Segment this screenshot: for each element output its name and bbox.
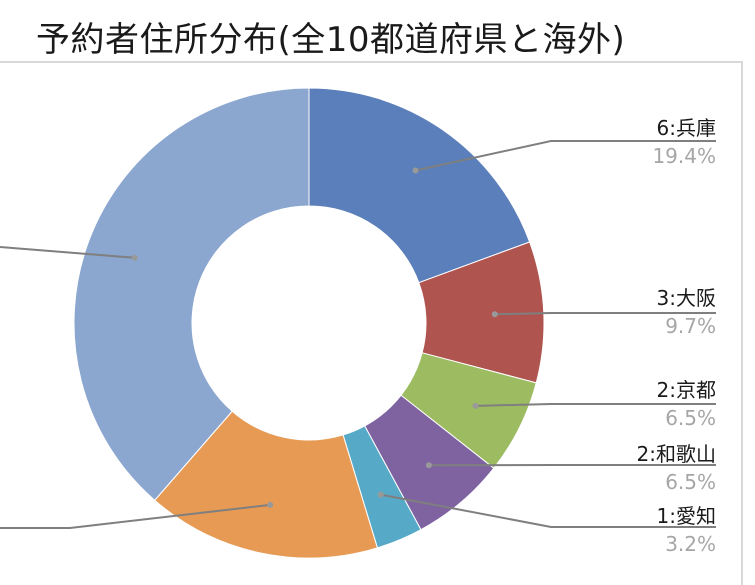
leader-dot-1 — [491, 311, 498, 318]
leader-dot-0 — [412, 167, 419, 174]
donut-slice-5 — [153, 410, 379, 559]
chart-title: 予約者住所分布(全10都道府県と海外) — [36, 20, 626, 60]
leader-dot-5 — [267, 501, 274, 508]
leader-dot-2 — [472, 402, 479, 409]
slice-label-name-2: 2:京都 — [657, 378, 716, 402]
leader-line-6 — [0, 246, 135, 259]
slice-label-name-3: 2:和歌山 — [637, 442, 716, 466]
chart-frame-right — [741, 61, 743, 585]
slice-label-name-1: 3:大阪 — [657, 286, 716, 310]
leader-line-2 — [475, 403, 716, 407]
donut-slice-6 — [73, 87, 310, 501]
slice-label-name-0: 6:兵庫 — [657, 116, 716, 140]
slice-label-percent-1: 9.7% — [665, 314, 716, 338]
slice-label-name-4: 1:愛知 — [657, 504, 716, 528]
leader-line-4 — [380, 493, 716, 528]
slice-label-percent-4: 3.2% — [665, 532, 716, 556]
donut-slice-0 — [308, 87, 531, 284]
slice-label-percent-3: 6.5% — [665, 470, 716, 494]
leader-dot-3 — [425, 462, 432, 469]
slice-label-percent-2: 6.5% — [665, 406, 716, 430]
leader-line-5 — [0, 503, 271, 529]
chart-frame-top — [0, 61, 742, 63]
leader-dot-6 — [131, 254, 138, 261]
leader-line-1 — [494, 312, 716, 316]
leader-line-0 — [415, 140, 716, 172]
slice-label-percent-0: 19.4% — [652, 144, 716, 168]
leader-dot-4 — [377, 491, 384, 498]
